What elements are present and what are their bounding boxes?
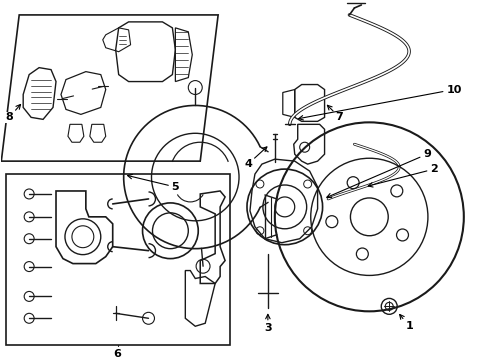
Text: 2: 2 [367,164,437,187]
Text: 6: 6 [114,349,122,359]
Bar [6,174,230,345]
Text: 7: 7 [327,105,343,122]
Text: 1: 1 [399,315,412,331]
Text: 4: 4 [244,147,266,169]
Text: 5: 5 [127,174,179,192]
Text: 3: 3 [264,314,271,333]
Text: 9: 9 [326,149,430,198]
Text: 10: 10 [298,85,461,120]
Text: 8: 8 [5,104,20,122]
